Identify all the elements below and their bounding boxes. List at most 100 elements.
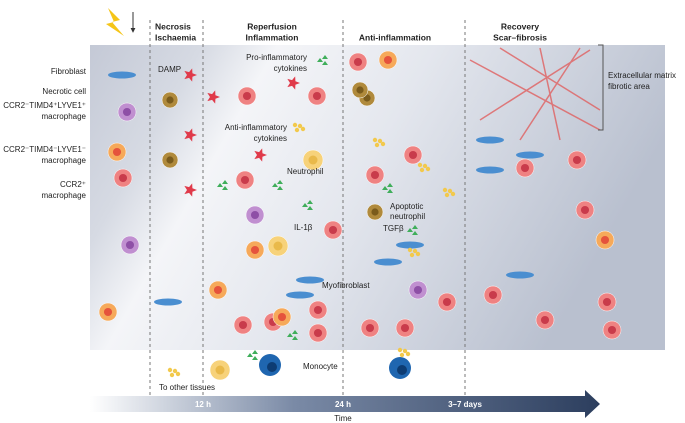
label: IL-1β [294,223,313,232]
cytokine [217,183,223,187]
cytokine [415,251,421,257]
label: macrophage [42,191,87,200]
fibroblast [396,241,424,249]
label: TGFβ [383,224,404,233]
cytokine [247,353,253,357]
cytokine [422,163,428,169]
nucleus [238,320,248,330]
cytokine [387,183,393,187]
cytokine [292,330,298,334]
nucleus [520,163,530,173]
cytokine [300,126,306,132]
cytokine [382,186,388,190]
cytokine [402,348,408,354]
cytokine [399,352,405,358]
nucleus [400,323,410,333]
nucleus [242,91,252,101]
cytokine [167,367,173,373]
nucleus [442,297,452,307]
cytokine [287,333,293,337]
label: Scar–fibrosis [493,32,547,42]
cytokine [294,127,300,133]
label: CCR2⁻TIMD4⁻LYVE1⁻ [3,145,86,154]
label: Fibroblast [51,67,87,76]
nucleus [328,225,338,235]
label: 12 h [195,400,211,409]
label: Recovery [501,21,540,31]
damp [287,76,300,90]
label: cytokines [274,64,307,73]
label: Pro-inflammatory [246,53,307,62]
nucleus [408,150,418,160]
cytokine [412,248,418,254]
nucleus [540,315,550,325]
nucleus [353,57,363,67]
label: Anti-inflammatory [225,123,287,132]
cytokine [172,368,178,374]
label: cytokines [254,134,287,143]
panel [90,45,665,350]
label: To other tissues [159,383,215,392]
label: neutrophil [390,212,425,221]
label: fibrotic area [608,82,650,91]
fibroblast [476,136,504,144]
label: Necrotic cell [42,87,86,96]
cells [98,50,622,381]
cytokine [444,192,450,198]
lightning-icon [106,8,124,36]
cytokine [397,347,403,353]
nucleus [122,107,132,117]
cytokine [302,203,308,207]
cytokine [450,191,456,197]
cytokine [307,206,313,210]
nucleus [356,86,364,94]
label: Neutrophil [287,167,324,176]
fibroblast [516,151,544,159]
label: Necrosis [155,21,191,31]
label: Extracellular matrix [608,71,676,80]
cytokine [169,372,175,378]
nucleus [213,285,223,295]
label: Apoptotic [390,202,423,211]
cytokine [222,180,228,184]
label: Myofibroblast [322,281,370,290]
cytokine [387,189,393,193]
nucleus [240,175,250,185]
nucleus [125,240,135,250]
nucleus [273,241,283,251]
cytokine [252,356,258,360]
cytokine [405,351,411,357]
nucleus [166,156,174,164]
damp [207,90,220,104]
nucleus [371,208,379,216]
nucleus [580,205,590,215]
label: Monocyte [303,362,338,371]
cytokine [425,166,431,172]
cytokine [277,180,283,184]
damp [184,68,197,82]
cytokine [292,122,298,128]
cytokine [447,188,453,194]
nucleus [103,307,113,317]
cytokine [317,58,323,62]
ecm-bracket [598,44,604,131]
nucleus [166,96,174,104]
cytokine [407,228,413,232]
nucleus [112,147,122,157]
nucleus [267,362,277,372]
label: CCR2⁻TIMD4⁺LYVE1⁺ [3,101,86,110]
fibroblast [286,291,314,299]
cytokine [372,137,378,143]
cytokine [292,336,298,340]
fibroblast [108,71,136,79]
damp [254,148,267,162]
timeline-arrow [90,390,600,418]
cytokine [272,183,278,187]
label: Anti-inflammation [359,32,431,42]
fibroblast [476,166,504,174]
label: DAMP [158,65,181,74]
nucleus [602,297,612,307]
nucleus [383,55,393,65]
cytokine [419,167,425,173]
cytokine [307,200,313,204]
